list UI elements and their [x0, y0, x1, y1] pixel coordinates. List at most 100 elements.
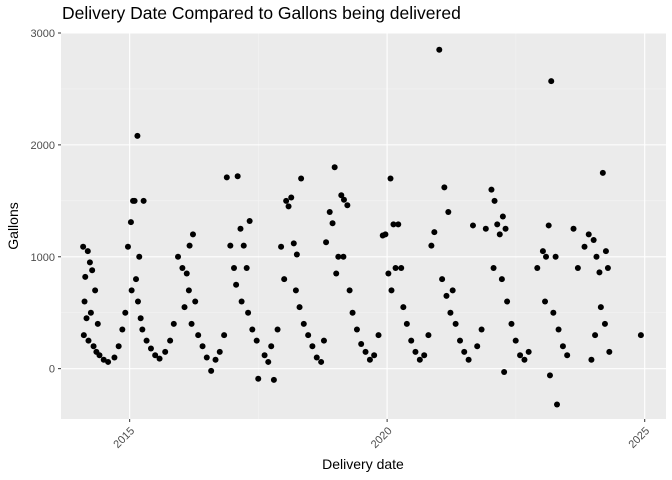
data-point [80, 243, 87, 250]
data-point [281, 276, 288, 283]
data-point [366, 356, 373, 363]
data-point [199, 343, 206, 350]
data-point [349, 309, 356, 316]
data-point [382, 231, 389, 238]
data-point [601, 320, 608, 327]
y-tick-label: 1000 [31, 252, 55, 264]
data-point [243, 264, 250, 271]
data-point [346, 287, 353, 294]
data-point [274, 326, 281, 333]
data-point [175, 253, 182, 260]
data-point [525, 348, 532, 355]
data-point [436, 46, 443, 53]
data-point [85, 337, 92, 344]
data-point [283, 197, 290, 204]
data-point [265, 358, 272, 365]
data-point [230, 264, 237, 271]
data-point [185, 287, 192, 294]
data-point [134, 298, 141, 305]
data-point [439, 276, 446, 283]
data-point [249, 326, 256, 333]
data-point [512, 337, 519, 344]
data-point [246, 217, 253, 224]
y-tick-label: 0 [49, 364, 55, 376]
data-point [115, 343, 122, 350]
data-point [488, 186, 495, 193]
data-point [167, 337, 174, 344]
data-point [83, 315, 90, 322]
data-point [581, 243, 588, 250]
x-axis-title: Delivery date [322, 456, 404, 472]
data-point [82, 273, 89, 280]
data-point [333, 270, 340, 277]
data-point [340, 253, 347, 260]
data-point [604, 264, 611, 271]
data-point [469, 222, 476, 229]
data-point [323, 239, 330, 246]
data-point [255, 375, 262, 382]
data-point [588, 356, 595, 363]
data-point [445, 209, 452, 216]
data-point [238, 298, 245, 305]
data-point [353, 326, 360, 333]
data-point [136, 253, 143, 260]
data-point [431, 229, 438, 236]
data-point [133, 276, 140, 283]
data-point [398, 264, 405, 271]
data-point [143, 337, 150, 344]
data-point [96, 352, 103, 359]
data-point [504, 298, 511, 305]
data-point [84, 248, 91, 255]
data-point [400, 304, 407, 311]
data-point [94, 320, 101, 327]
data-point [335, 253, 342, 260]
data-point [331, 164, 338, 171]
data-point [156, 355, 163, 362]
data-point [192, 298, 199, 305]
data-point [585, 231, 592, 238]
x-tick-label: 2015 [111, 425, 137, 451]
data-point [233, 281, 240, 288]
data-point [388, 287, 395, 294]
data-point [268, 343, 275, 350]
data-point [300, 320, 307, 327]
data-point [181, 304, 188, 311]
data-point [223, 174, 230, 181]
data-point [375, 332, 382, 339]
data-point [111, 354, 118, 361]
data-point [124, 243, 131, 250]
data-point [288, 194, 295, 201]
data-point [90, 343, 97, 350]
data-point [392, 264, 399, 271]
data-point [80, 332, 87, 339]
data-point [457, 337, 464, 344]
data-point [216, 348, 223, 355]
data-point [596, 269, 603, 276]
data-point [465, 356, 472, 363]
data-point [253, 337, 260, 344]
data-point [87, 309, 94, 316]
data-point [162, 348, 169, 355]
y-tick-label: 3000 [31, 28, 55, 40]
data-point [501, 369, 508, 376]
data-point [152, 352, 159, 359]
x-tick-label: 2020 [369, 425, 395, 451]
data-point [329, 220, 336, 227]
data-point [170, 320, 177, 327]
data-point [496, 231, 503, 238]
data-point [290, 240, 297, 247]
data-point [490, 264, 497, 271]
data-point [270, 376, 277, 383]
data-point [478, 326, 485, 333]
data-point [517, 352, 524, 359]
data-point [293, 251, 300, 258]
data-point [449, 287, 456, 294]
data-point [542, 298, 549, 305]
data-point [344, 202, 351, 209]
data-point [555, 326, 562, 333]
data-point [606, 348, 613, 355]
data-point [358, 341, 365, 348]
data-point [482, 225, 489, 232]
data-point [494, 221, 501, 228]
data-point [387, 175, 394, 182]
